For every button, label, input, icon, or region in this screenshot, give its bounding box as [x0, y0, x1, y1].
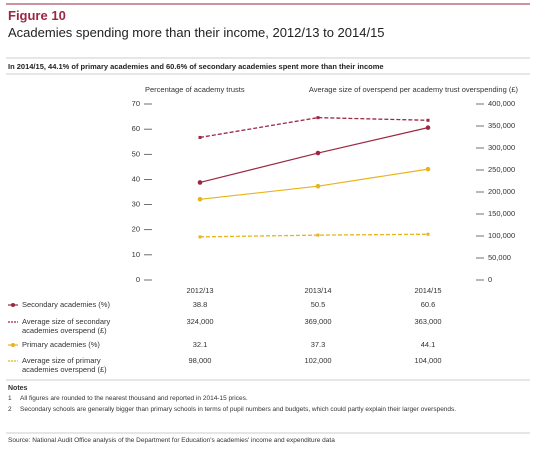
y2-tick-label: 50,000 — [488, 253, 511, 262]
notes-title: Notes — [8, 385, 28, 392]
legend-label: Secondary academies (%) — [22, 300, 110, 309]
point — [198, 235, 202, 239]
headline: In 2014/15, 44.1% of primary academies a… — [8, 62, 384, 71]
table-value: 363,000 — [414, 317, 441, 326]
series-line — [199, 233, 429, 238]
table-value: 369,000 — [304, 317, 331, 326]
legend-marker — [11, 343, 15, 347]
point — [425, 166, 431, 172]
x-tick-label: 2014/15 — [414, 286, 441, 295]
point — [198, 135, 202, 139]
table-value: 37.3 — [311, 340, 326, 349]
y2-tick-label: 350,000 — [488, 121, 515, 130]
note-text: Secondary schools are generally bigger t… — [20, 406, 457, 413]
source: Source: National Audit Office analysis o… — [8, 437, 335, 444]
table-value: 104,000 — [414, 356, 441, 365]
note-number: 2 — [8, 406, 12, 413]
point — [316, 116, 320, 120]
y-tick-label: 50 — [132, 149, 140, 158]
table-value: 102,000 — [304, 356, 331, 365]
table-value: 324,000 — [186, 317, 213, 326]
point — [197, 196, 203, 202]
point — [315, 183, 321, 189]
point — [316, 233, 320, 237]
y2-axis-label: Average size of overspend per academy tr… — [309, 85, 519, 94]
table-value: 60.6 — [421, 300, 436, 309]
legend-label: Average size of secondary academies over… — [22, 317, 111, 335]
y-axis-label: Percentage of academy trusts — [145, 85, 245, 94]
table-value: 44.1 — [421, 340, 436, 349]
series-line — [199, 116, 429, 139]
y-tick-label: 70 — [132, 99, 140, 108]
y2-tick-label: 200,000 — [488, 187, 515, 196]
table-value: 32.1 — [193, 340, 208, 349]
point — [315, 150, 321, 156]
y2-tick-label: 150,000 — [488, 209, 515, 218]
legend-label: Primary academies (%) — [22, 340, 100, 349]
point — [426, 232, 430, 236]
y-tick-label: 40 — [132, 174, 140, 183]
figure-label: Figure 10 — [8, 8, 66, 23]
note-text: All figures are rounded to the nearest t… — [20, 395, 248, 402]
y2-tick-label: 100,000 — [488, 231, 515, 240]
x-tick-label: 2013/14 — [304, 286, 331, 295]
point — [197, 180, 203, 185]
y-tick-label: 20 — [132, 225, 140, 234]
y2-tick-label: 300,000 — [488, 143, 515, 152]
y-tick-label: 30 — [132, 200, 140, 209]
y2-tick-label: 0 — [488, 275, 492, 284]
y-tick-label: 60 — [132, 124, 140, 133]
subtitle: Academies spending more than their incom… — [8, 25, 385, 40]
y-tick-label: 10 — [132, 250, 140, 259]
point — [425, 125, 431, 130]
y2-tick-label: 250,000 — [488, 165, 515, 174]
table-value: 98,000 — [189, 356, 212, 365]
legend-label: Average size of primary academies oversp… — [22, 356, 107, 374]
y2-tick-label: 400,000 — [488, 99, 515, 108]
note-number: 1 — [8, 395, 12, 402]
y-tick-label: 0 — [136, 275, 140, 284]
point — [426, 118, 430, 122]
table-value: 38.8 — [193, 300, 208, 309]
legend-marker — [11, 303, 15, 307]
table-value: 50.5 — [311, 300, 326, 309]
x-tick-label: 2012/13 — [186, 286, 213, 295]
